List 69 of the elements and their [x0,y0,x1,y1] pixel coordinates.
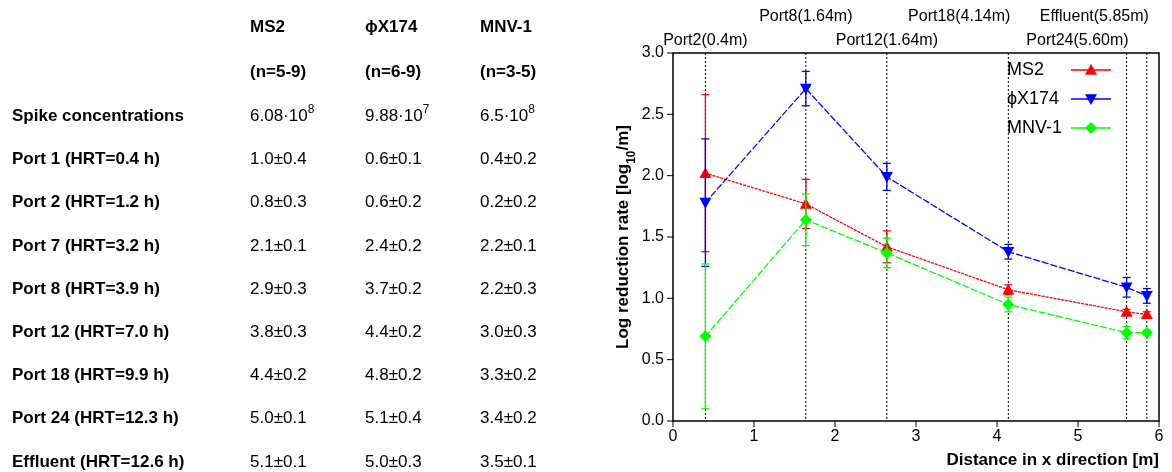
legend-entry: MS2 [1007,58,1112,79]
x-axis-title: Distance in x direction [m] [946,450,1159,469]
category-label: MNV-1 [480,17,532,37]
legend-label: MS2 [1007,58,1045,79]
text: 9.88·10$^{7}$ [365,102,430,126]
category-label: MS2 [250,17,285,37]
text: 6.08·10$^{8}$ [250,102,315,126]
text: 3.3±0.2 [480,365,537,385]
text: 2.4±0.2 [365,236,422,256]
y-tick-label: 2.0 [641,165,665,183]
text: 3.7±0.2 [365,279,422,299]
text: (n=5-9) [250,62,307,82]
legend-label: ϕX174 [1007,87,1060,108]
text: 3.4±0.2 [480,408,537,428]
category-label: Port 24 (HRT=12.3 h) [12,408,179,428]
y-tick-label: 2.5 [641,104,665,122]
category-label: Port 1 (HRT=0.4 h) [12,149,160,169]
text: 6.5·10$^{8}$ [480,102,535,126]
y-tick-label: 1.0 [641,288,665,306]
ref-line-label: Effluent(5.85m) [1039,7,1149,25]
text: 5.0±0.3 [365,452,422,472]
text: 0.2±0.2 [480,192,537,212]
y-tick-label: 1.5 [641,227,665,245]
category-label: Port 8 (HRT=3.9 h) [12,279,160,299]
text: 4.4±0.2 [365,322,422,342]
text: 4.8±0.2 [365,365,422,385]
y-tick-label: 3.0 [641,43,665,61]
ref-line-label: Port2(0.4m) [663,31,748,49]
category-label: Port 2 (HRT=1.2 h) [12,192,160,212]
text: 0.6±0.1 [365,149,422,169]
text: 0.6±0.2 [365,192,422,212]
legend-entry: MNV-1 [1007,116,1112,137]
text: 5.0±0.1 [250,408,307,428]
ref-line-label: Port12(1.64m) [835,31,938,49]
legend-entry: ϕX174 [1007,87,1112,108]
ref-line-label: Port24(5.60m) [1026,31,1129,49]
text: 3.5±0.1 [480,452,537,472]
text: 3.0±0.3 [480,322,537,342]
x-tick-label: 3 [911,427,921,444]
text: 2.1±0.1 [250,236,307,256]
y-tick-label: 0.5 [641,349,665,367]
legend-label: MNV-1 [1007,116,1063,137]
text: 3.8±0.3 [250,322,307,342]
category-label: Effluent (HRT=12.6 h) [12,452,185,472]
text: 0.4±0.2 [480,149,537,169]
x-tick-label: 5 [1073,427,1083,444]
text: 2.2±0.3 [480,279,537,299]
ref-line-label: Port8(1.64m) [759,7,853,25]
x-tick-label: 0 [668,427,678,444]
y-tick-label: 0.0 [641,411,665,429]
x-tick-label: 1 [749,427,759,444]
category-label: Port 12 (HRT=7.0 h) [12,322,170,342]
x-tick-label: 2 [830,427,840,444]
text: 2.2±0.1 [480,236,537,256]
text: 4.4±0.2 [250,365,307,385]
text: 0.8±0.3 [250,192,307,212]
category-label: ϕX174 [365,17,418,37]
category-label: Port 7 (HRT=3.2 h) [12,236,160,256]
text: 1.0±0.4 [250,149,307,169]
category-label: Port 18 (HRT=9.9 h) [12,365,170,385]
ref-line-label: Port18(4.14m) [908,7,1011,25]
x-tick-label: 4 [992,427,1002,444]
text: (n=6-9) [365,62,422,82]
category-label: Spike concentrations [12,106,184,126]
x-tick-label: 6 [1154,427,1164,444]
text: 5.1±0.4 [365,408,422,428]
text: (n=3-5) [480,62,537,82]
text: 5.1±0.1 [250,452,307,472]
text: 2.9±0.3 [250,279,307,299]
